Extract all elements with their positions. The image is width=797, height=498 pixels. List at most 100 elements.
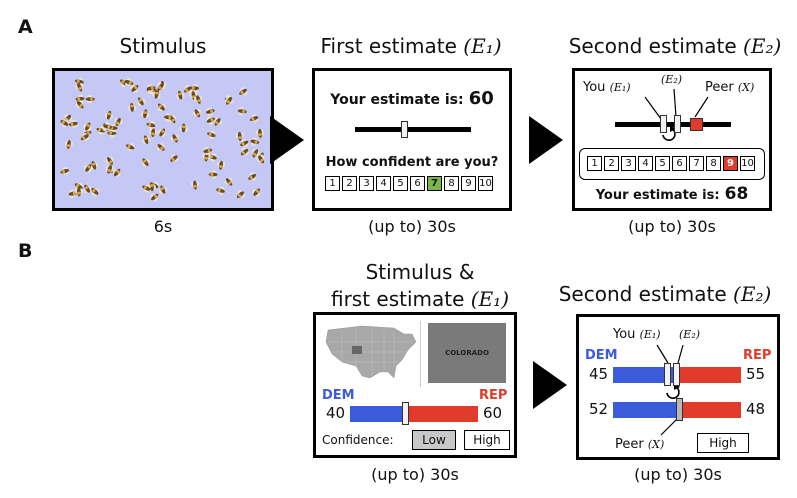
second-slider-track[interactable]	[615, 122, 731, 127]
bee-icon	[83, 122, 92, 131]
peer-label: Peer (X)	[615, 437, 665, 452]
e2-thumb[interactable]	[674, 115, 681, 133]
top-bar-rep	[673, 367, 741, 383]
bee-icon	[60, 119, 69, 128]
bee-icon	[68, 119, 78, 128]
bee-icon	[248, 172, 257, 181]
bee-icon	[217, 160, 226, 170]
bee-icon	[156, 142, 165, 151]
confidence-box-8[interactable]: 8	[706, 156, 721, 171]
bee-icon	[239, 87, 248, 96]
confidence-box-1[interactable]: 1	[587, 156, 602, 171]
peer-marker	[690, 118, 703, 131]
confidence-box-2[interactable]: 2	[604, 156, 619, 171]
confidence-label: Confidence:	[322, 433, 394, 447]
panel-b-letter: B	[18, 240, 33, 262]
bottom-left-value: 52	[589, 400, 609, 418]
bee-icon	[176, 90, 185, 100]
confidence-box-9[interactable]: 9	[461, 176, 476, 191]
right-value: 60	[483, 404, 503, 422]
confidence-box-7[interactable]: 7	[689, 156, 704, 171]
confidence-box-5[interactable]: 5	[655, 156, 670, 171]
bee-icon	[189, 91, 198, 101]
stimulus-frame	[52, 68, 274, 211]
bee-icon	[250, 137, 260, 146]
second-estimate-frame: You (E₁) (E₂) Peer (X) 1 2 3 4 5 6 7 8 9 10 Your …	[572, 68, 772, 211]
panel-a-letter: A	[18, 16, 33, 38]
confidence-box-1[interactable]: 1	[325, 176, 340, 191]
confidence-box-10[interactable]: 10	[740, 156, 755, 171]
confidence-box-3[interactable]: 3	[359, 176, 374, 191]
bee-icon	[190, 180, 200, 190]
bee-icon	[83, 164, 92, 173]
high-confidence-button[interactable]: High	[464, 430, 510, 450]
arrow-right-icon	[529, 116, 563, 164]
confidence-box-7[interactable]: 7	[427, 176, 442, 191]
you-thumb	[664, 363, 671, 386]
bee-icon	[64, 140, 74, 149]
bee-icon	[146, 121, 156, 130]
first-estimate-duration: (up to) 30s	[368, 217, 456, 236]
confidence-box-10[interactable]: 10	[478, 176, 493, 191]
vote-bar-dem	[350, 406, 406, 422]
bee-icon	[164, 113, 173, 122]
bee-icon	[128, 102, 137, 112]
e2-thumb[interactable]	[673, 363, 680, 386]
bee-icon	[90, 161, 99, 170]
peer-bar-dem	[613, 402, 680, 418]
first-estimate-frame: Your estimate is: 60 How confident are y…	[312, 68, 512, 211]
bee-icon	[170, 154, 179, 162]
confidence-box-6[interactable]: 6	[672, 156, 687, 171]
bee-icon	[91, 187, 100, 196]
bee-icon	[216, 186, 225, 195]
bee-icon	[142, 184, 151, 193]
bee-icon	[140, 109, 150, 119]
top-left-value: 45	[589, 365, 609, 383]
confidence-scale[interactable]: 1 2 3 4 5 6 7 8 9 10	[325, 176, 493, 191]
bee-icon	[159, 185, 168, 194]
top-right-value: 55	[746, 365, 766, 383]
vote-slider-thumb[interactable]	[402, 402, 409, 425]
confidence-scale[interactable]: 1 2 3 4 5 6 7 8 9 10	[587, 156, 755, 171]
bee-icon	[149, 128, 158, 138]
dem-label: DEM	[322, 388, 355, 403]
bee-icon	[208, 153, 217, 162]
low-confidence-button[interactable]: Low	[412, 430, 456, 450]
stimulus-title: Stimulus	[119, 34, 207, 58]
bee-icon	[83, 184, 92, 194]
state-name-label: COLORADO	[445, 349, 489, 357]
you-thumb	[660, 115, 667, 133]
bee-icon	[183, 84, 193, 93]
bee-icon	[74, 187, 83, 197]
bee-icon	[202, 152, 211, 162]
high-confidence-button[interactable]: High	[697, 433, 749, 453]
bee-icon	[208, 170, 218, 179]
confidence-box-6[interactable]: 6	[410, 176, 425, 191]
confidence-box-4[interactable]: 4	[376, 176, 391, 191]
confidence-box-9[interactable]: 9	[723, 156, 738, 171]
bee-icon	[235, 131, 244, 141]
confidence-box-5[interactable]: 5	[393, 176, 408, 191]
confidence-box-2[interactable]: 2	[342, 176, 357, 191]
confidence-box-4[interactable]: 4	[638, 156, 653, 171]
bee-icon	[203, 146, 213, 156]
bee-icon	[105, 165, 115, 174]
bee-icon	[249, 114, 259, 123]
confidence-box-8[interactable]: 8	[444, 176, 459, 191]
first-estimate-title: First estimate (E₁)	[320, 34, 502, 58]
bottom-right-value: 48	[746, 400, 766, 418]
estimate-slider-thumb[interactable]	[401, 121, 408, 138]
dem-label: DEM	[585, 348, 618, 363]
stimulus-duration: 6s	[153, 217, 173, 236]
vote-bar-rep	[406, 406, 478, 422]
estimate-slider-track[interactable]	[355, 127, 471, 132]
bee-icon	[225, 96, 234, 105]
b-first-frame: COLORADO DEM REP 40 60 Confidence: Low H…	[313, 312, 517, 458]
confidence-box-3[interactable]: 3	[621, 156, 636, 171]
bee-icon	[80, 132, 90, 141]
bee-icon	[60, 166, 70, 176]
bee-icon	[114, 117, 123, 127]
you-label: You (E₁)	[583, 80, 631, 95]
bee-icon	[170, 134, 179, 143]
second-estimate-duration: (up to) 30s	[628, 217, 716, 236]
